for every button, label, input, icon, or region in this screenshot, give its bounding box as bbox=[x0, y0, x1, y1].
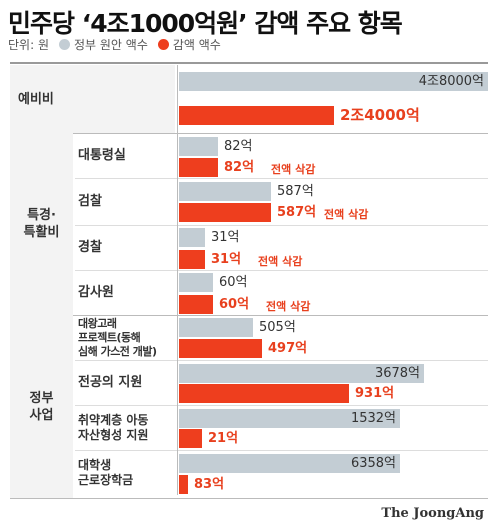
bar-gov bbox=[179, 228, 205, 247]
value-label-gov: 4조8000억 bbox=[418, 74, 484, 89]
value-axis bbox=[177, 65, 178, 133]
chart-title: 민주당 ‘4조1000억원’ 감액 주요 항목 bbox=[8, 9, 403, 38]
value-axis bbox=[177, 133, 178, 178]
value-label-cut: 587억 bbox=[277, 205, 317, 220]
bar-gov bbox=[179, 273, 213, 292]
value-label-gov: 505억 bbox=[259, 320, 296, 335]
value-label-cut: 83억 bbox=[194, 477, 225, 492]
value-axis bbox=[177, 178, 178, 225]
bar-cut bbox=[179, 475, 188, 494]
group-label: 정부 사업 bbox=[10, 315, 73, 498]
bar-cut bbox=[179, 203, 271, 222]
item-divider bbox=[75, 360, 488, 361]
value-label-cut: 931억 bbox=[355, 386, 395, 401]
bar-cut bbox=[179, 250, 205, 269]
group-divider bbox=[10, 498, 488, 499]
item-label: 취약계층 아동 자산형성 지원 bbox=[78, 412, 149, 442]
bar-cut bbox=[179, 106, 334, 125]
group-divider bbox=[10, 315, 488, 316]
bar-gov bbox=[179, 454, 400, 473]
bar-gov bbox=[179, 72, 488, 91]
item-divider bbox=[75, 405, 488, 406]
value-label-gov: 31억 bbox=[211, 230, 240, 245]
value-label-cut: 497억 bbox=[268, 341, 308, 356]
item-label: 대왕고래 프로젝트(동해 심해 가스전 개발) bbox=[78, 316, 157, 358]
value-label-cut: 60억 bbox=[219, 297, 250, 312]
value-axis bbox=[177, 360, 178, 405]
note-full-cut: 전액 삭감 bbox=[266, 300, 311, 313]
value-label-gov: 6358억 bbox=[350, 456, 396, 471]
legend: 단위: 원 정부 원안 액수 감액 액수 bbox=[8, 36, 221, 53]
value-label-gov: 587억 bbox=[277, 184, 314, 199]
value-label-gov: 82억 bbox=[224, 139, 253, 154]
bar-gov bbox=[179, 137, 218, 156]
top-rule bbox=[10, 62, 488, 64]
credit: The JoongAng bbox=[381, 506, 484, 521]
legend-label-cut: 감액 액수 bbox=[172, 38, 221, 52]
item-label: 전공의 지원 bbox=[78, 375, 143, 390]
group-divider bbox=[10, 133, 488, 134]
note-full-cut: 전액 삭감 bbox=[271, 163, 316, 176]
item-label: 대학생 근로장학금 bbox=[78, 457, 134, 487]
value-axis bbox=[177, 450, 178, 495]
item-divider bbox=[75, 178, 488, 179]
value-axis bbox=[177, 315, 178, 360]
legend-swatch-cut bbox=[157, 39, 169, 50]
value-label-cut: 82억 bbox=[224, 160, 255, 175]
item-divider bbox=[75, 225, 488, 226]
value-axis bbox=[177, 270, 178, 315]
group-label: 특경· 특활비 bbox=[10, 133, 73, 315]
item-label: 예비비 bbox=[10, 65, 175, 133]
value-axis bbox=[177, 405, 178, 450]
value-label-gov: 1532억 bbox=[350, 411, 396, 426]
value-label-cut: 31억 bbox=[211, 252, 242, 267]
item-label: 감사원 bbox=[78, 285, 114, 300]
note-full-cut: 전액 삭감 bbox=[258, 255, 303, 268]
legend-label-gov: 정부 원안 액수 bbox=[73, 38, 148, 52]
bar-gov bbox=[179, 318, 253, 337]
bar-cut bbox=[179, 429, 202, 448]
bar-cut bbox=[179, 339, 262, 358]
unit-label: 단위: 원 bbox=[8, 38, 49, 52]
bar-gov bbox=[179, 182, 271, 201]
bar-cut bbox=[179, 295, 213, 314]
bar-cut bbox=[179, 158, 218, 177]
item-label: 대통령실 bbox=[78, 148, 126, 163]
value-label-gov: 3678억 bbox=[374, 366, 420, 381]
item-label: 검찰 bbox=[78, 194, 102, 209]
legend-swatch-gov bbox=[58, 39, 70, 50]
item-divider bbox=[75, 450, 488, 451]
item-divider bbox=[75, 270, 488, 271]
bar-cut bbox=[179, 384, 349, 403]
note-full-cut: 전액 삭감 bbox=[324, 208, 369, 221]
value-axis bbox=[177, 225, 178, 270]
value-label-gov: 60억 bbox=[219, 275, 248, 290]
bar-gov bbox=[179, 409, 400, 428]
bar-gov bbox=[179, 364, 424, 383]
value-label-cut: 21억 bbox=[208, 431, 239, 446]
item-label: 경찰 bbox=[78, 240, 102, 255]
value-label-cut: 2조4000억 bbox=[340, 106, 420, 124]
